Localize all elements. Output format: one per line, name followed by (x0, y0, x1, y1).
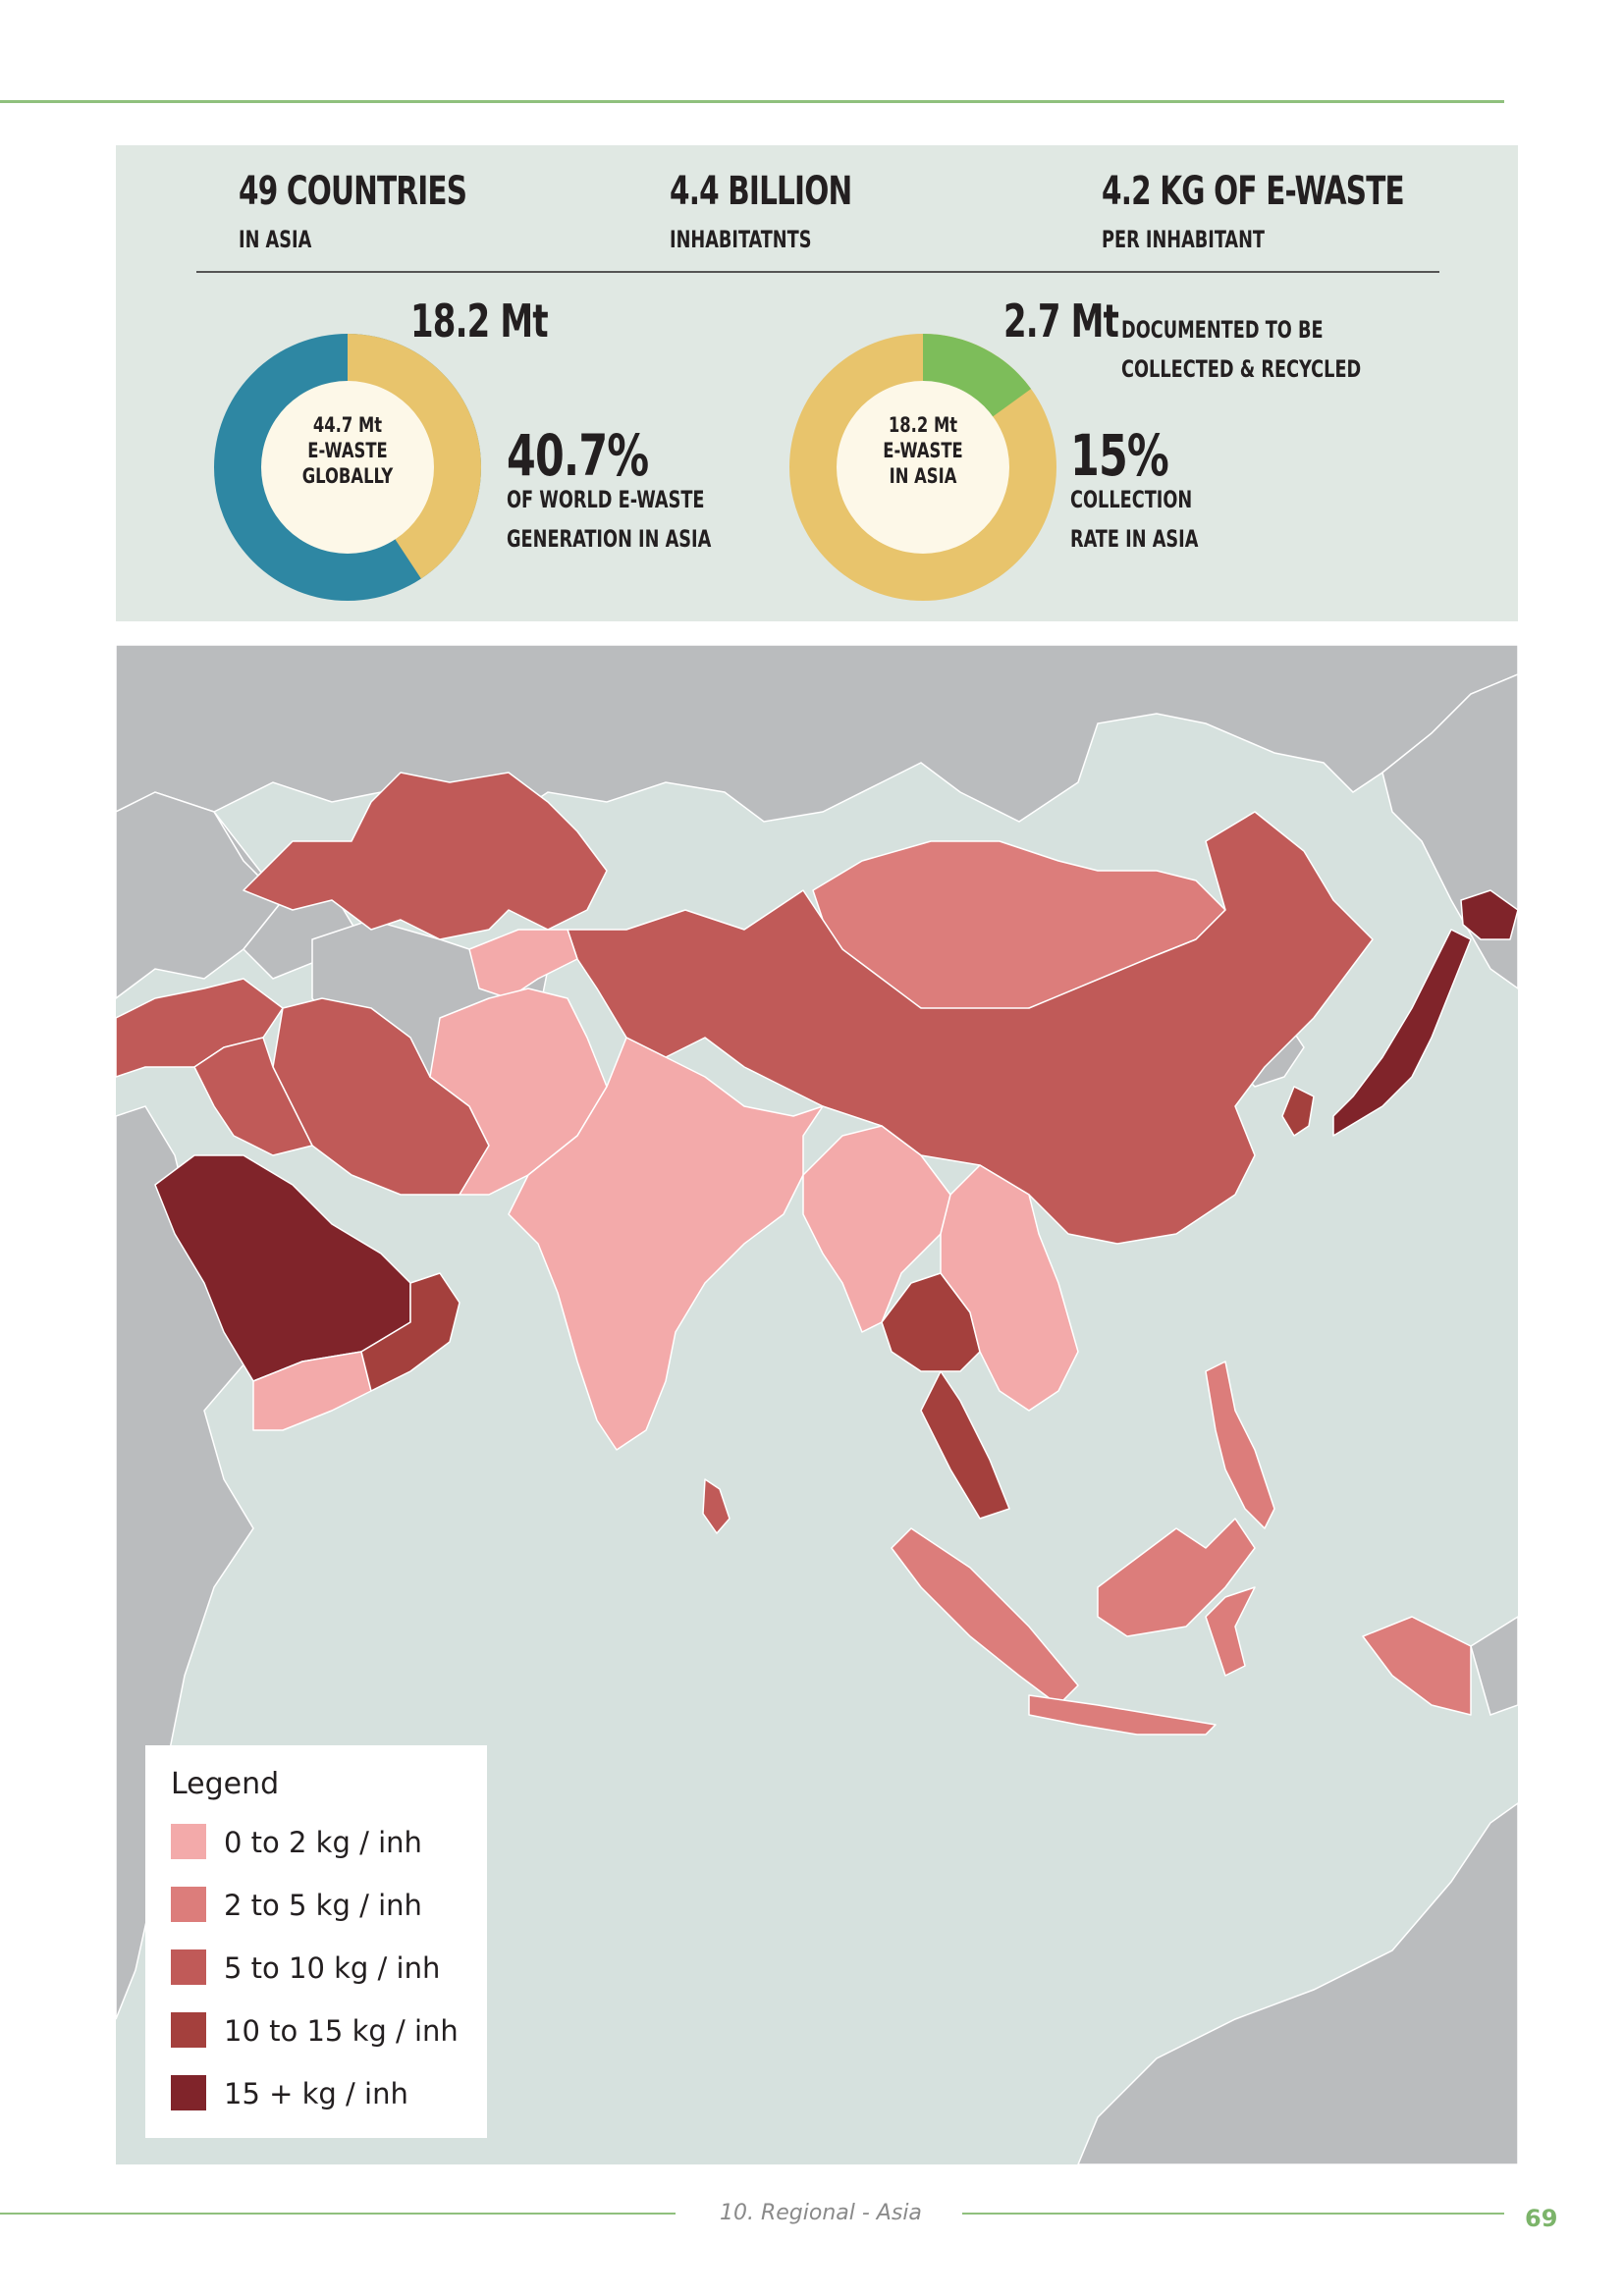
asia-donut-collected-arc (789, 334, 1056, 601)
global-donut-center (261, 381, 434, 554)
india (508, 1037, 824, 1451)
sumatra (891, 1527, 1079, 1706)
legend-title: Legend (171, 1767, 280, 1801)
stats-separator (196, 271, 1439, 273)
global-center-line-2: E-WASTE (307, 439, 388, 462)
collection-rate-caption-1: COLLECTION (1070, 486, 1193, 513)
legend-label: 0 to 2 kg / inh (224, 1826, 422, 1859)
philippines (1205, 1361, 1275, 1529)
legend-label: 10 to 15 kg / inh (224, 2014, 459, 2048)
hokkaido (1460, 889, 1518, 940)
global-ewaste-donut (214, 334, 481, 601)
legend-swatch (171, 2012, 206, 2048)
asia-center-line-3: IN ASIA (889, 464, 957, 488)
australia (1077, 1802, 1518, 2164)
stat-countries-caption: IN ASIA (239, 226, 312, 253)
stat-inhabitants-caption: INHABITATNTS (670, 226, 812, 253)
vietnam-laos-cambodia (940, 1164, 1079, 1412)
kazakhstan (243, 772, 608, 940)
legend-label: 5 to 10 kg / inh (224, 1951, 441, 1985)
top-rule (0, 100, 1504, 103)
stat-per-inhabitant-caption: PER INHABITANT (1102, 226, 1266, 253)
footer-rule-right (962, 2213, 1504, 2215)
south-korea (1281, 1086, 1315, 1137)
world-share-caption-2: GENERATION IN ASIA (507, 525, 712, 553)
asia-tonnage-label: 18.2 Mt (410, 294, 549, 347)
png-east (1470, 1616, 1518, 1716)
collection-rate-caption-2: RATE IN ASIA (1070, 525, 1199, 553)
myanmar-bangladesh (802, 1125, 951, 1333)
map-legend: Legend 0 to 2 kg / inh 2 to 5 kg / inh 5… (145, 1745, 487, 2138)
page-number: 69 (1525, 2205, 1558, 2232)
asia-center-line-1: 18.2 Mt (888, 413, 958, 437)
new-guinea-west (1362, 1616, 1472, 1716)
footer-section-title: 10. Regional - Asia (720, 2201, 922, 2225)
legend-swatch (171, 2075, 206, 2110)
global-donut-asia-arc (214, 334, 481, 601)
collected-tonnage-label: 2.7 Mt (1003, 294, 1119, 347)
china (567, 811, 1374, 1245)
sulawesi (1205, 1586, 1256, 1677)
global-center-line-3: GLOBALLY (301, 464, 394, 488)
iraq-syria (193, 1037, 313, 1156)
asia-donut-center (837, 381, 1009, 554)
yemen (252, 1351, 372, 1431)
sri-lanka (702, 1478, 731, 1534)
asia-ewaste-map (116, 645, 1518, 2164)
legend-swatch (171, 1949, 206, 1985)
asia-donut-center-text: 18.2 Mt E-WASTE IN ASIA (877, 412, 969, 489)
collected-caption-1: DOCUMENTED TO BE (1121, 316, 1324, 344)
world-share-percent: 40.7% (507, 422, 649, 489)
borneo (1097, 1518, 1256, 1637)
footer-rule-left (0, 2213, 676, 2215)
stat-inhabitants-value: 4.4 BILLION (670, 169, 852, 214)
collected-caption-2: COLLECTED & RECYCLED (1121, 355, 1362, 383)
java (1028, 1694, 1217, 1735)
world-share-caption-1: OF WORLD E-WASTE (507, 486, 705, 513)
map-svg (116, 645, 1518, 2164)
global-center-line-1: 44.7 Mt (312, 413, 383, 437)
kyrgyzstan-tajikistan (468, 929, 578, 999)
oman (360, 1272, 460, 1392)
legend-label: 15 + kg / inh (224, 2077, 408, 2110)
japan (1332, 929, 1472, 1137)
stat-per-inhabitant-value: 4.2 KG OF E-WASTE (1102, 169, 1405, 214)
global-donut-center-text: 44.7 Mt E-WASTE GLOBALLY (301, 412, 394, 489)
stat-countries-value: 49 COUNTRIES (239, 169, 467, 214)
asia-collection-donut (789, 334, 1056, 601)
malay-peninsula (920, 1370, 1010, 1520)
asia-center-line-2: E-WASTE (883, 439, 963, 462)
legend-swatch (171, 1824, 206, 1859)
legend-label: 2 to 5 kg / inh (224, 1889, 422, 1922)
collection-rate-percent: 15% (1070, 422, 1169, 489)
legend-swatch (171, 1887, 206, 1922)
